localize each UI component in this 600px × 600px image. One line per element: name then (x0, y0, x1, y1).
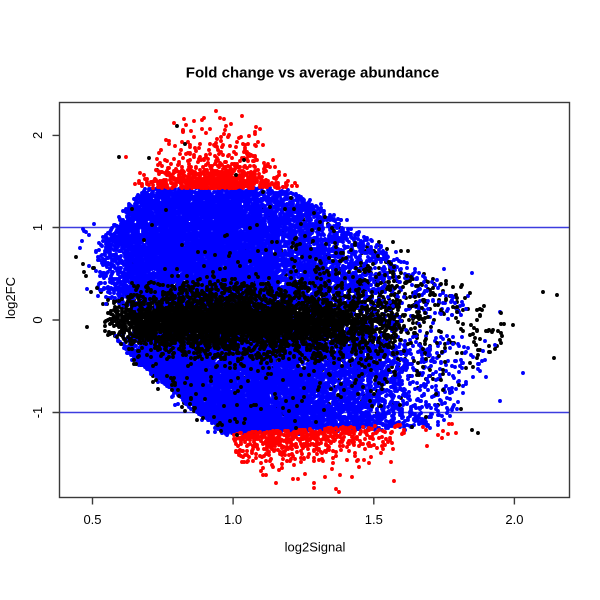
svg-text:2.0: 2.0 (505, 512, 523, 527)
svg-text:log2Signal: log2Signal (285, 540, 346, 555)
svg-text:log2FC: log2FC (3, 277, 18, 319)
svg-text:0.5: 0.5 (83, 512, 101, 527)
svg-text:2: 2 (30, 132, 45, 139)
svg-text:0: 0 (30, 316, 45, 323)
svg-text:1: 1 (30, 224, 45, 231)
svg-text:-1: -1 (30, 407, 45, 419)
svg-text:1.5: 1.5 (365, 512, 383, 527)
svg-text:Fold change vs average abundan: Fold change vs average abundance (186, 64, 439, 81)
svg-text:1.0: 1.0 (224, 512, 242, 527)
